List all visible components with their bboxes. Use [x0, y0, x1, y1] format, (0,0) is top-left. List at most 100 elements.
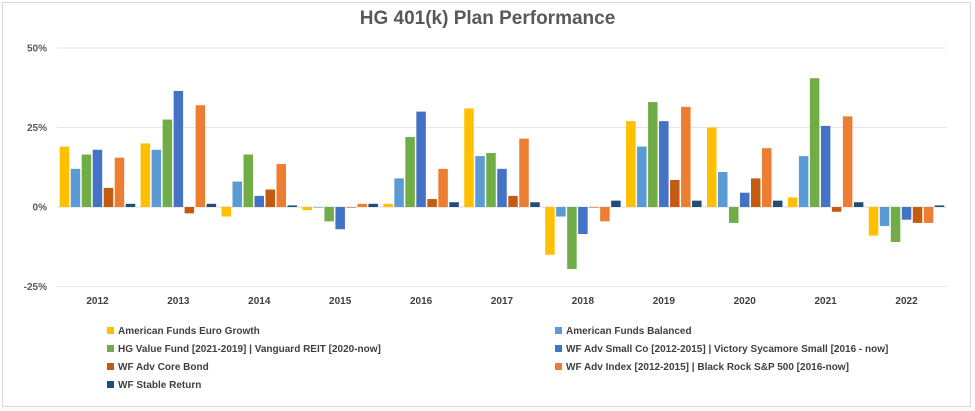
bar: [125, 203, 136, 207]
bar: [578, 207, 588, 235]
bar: [438, 168, 448, 207]
x-tick-label: 2020: [734, 296, 757, 307]
bar: [103, 187, 114, 207]
bar: [670, 179, 680, 207]
bar: [368, 203, 378, 207]
bar: [357, 203, 367, 207]
bar: [383, 203, 393, 207]
bar: [934, 205, 945, 207]
bar: [637, 146, 647, 207]
legend-label: American Funds Balanced: [566, 326, 692, 337]
bar: [890, 207, 901, 242]
bar: [853, 202, 864, 207]
bar: [313, 207, 323, 208]
bar: [335, 207, 345, 230]
bar: [831, 207, 842, 212]
x-tick-label: 2018: [572, 296, 595, 307]
bar: [173, 90, 184, 207]
legend-swatch: [107, 363, 114, 370]
bar: [427, 199, 437, 207]
x-tick-label: 2017: [491, 296, 514, 307]
bar: [901, 207, 912, 220]
bar: [497, 168, 507, 207]
bar: [265, 189, 276, 207]
bar: [519, 138, 529, 207]
legend-label: WF Adv Core Bond: [118, 362, 209, 373]
legend-item: WF Adv Index [2012-2015] | Black Rock S&…: [555, 362, 849, 374]
x-tick-label: 2012: [86, 296, 109, 307]
y-tick-label: 25%: [27, 123, 47, 134]
bar: [114, 157, 125, 207]
bar: [868, 207, 879, 236]
x-tick-label: 2019: [653, 296, 676, 307]
legend-item: WF Adv Core Bond: [107, 362, 209, 374]
bar: [761, 148, 772, 207]
legend-swatch: [107, 327, 114, 334]
bar: [589, 207, 599, 208]
legend-item: WF Adv Small Co [2012-2015] | Victory Sy…: [555, 344, 888, 356]
x-tick-label: 2015: [329, 296, 352, 307]
x-tick-label: 2022: [895, 296, 918, 307]
x-tick-label: 2016: [410, 296, 433, 307]
bar: [59, 146, 70, 207]
bar: [600, 207, 610, 222]
bar: [530, 202, 540, 207]
bar: [346, 207, 356, 208]
legend-swatch: [555, 327, 562, 334]
legend-label: American Funds Euro Growth: [118, 326, 260, 337]
bar: [923, 207, 934, 223]
legend-label: WF Adv Index [2012-2015] | Black Rock S&…: [566, 362, 849, 373]
x-tick-label: 2013: [167, 296, 190, 307]
bar: [394, 178, 404, 207]
bar: [626, 121, 636, 207]
bar: [879, 207, 890, 227]
bar: [545, 207, 555, 255]
bar: [692, 200, 702, 207]
bar: [405, 137, 415, 207]
bar: [739, 192, 750, 207]
bar: [302, 207, 312, 211]
bar: [648, 102, 658, 207]
bar: [195, 105, 206, 207]
legend-swatch: [555, 363, 562, 370]
x-tick-label: 2021: [815, 296, 838, 307]
bar: [184, 207, 195, 214]
bar: [151, 149, 162, 207]
bar: [820, 125, 831, 207]
bar: [464, 108, 474, 207]
bar: [787, 197, 798, 207]
bar: [416, 111, 426, 207]
legend-label: HG Value Fund [2021-2019] | Vanguard REI…: [118, 344, 381, 355]
y-tick-label: 50%: [27, 44, 47, 55]
legend-swatch: [555, 345, 562, 352]
legend-swatch: [107, 345, 114, 352]
bar: [140, 143, 151, 207]
legend-label: WF Stable Return: [118, 380, 202, 391]
bar: [70, 168, 81, 207]
bar: [449, 202, 459, 207]
bar: [162, 119, 173, 207]
bar: [243, 154, 254, 207]
bar: [276, 164, 287, 207]
legend-item: HG Value Fund [2021-2019] | Vanguard REI…: [107, 344, 381, 356]
bar: [798, 156, 809, 207]
bar: [611, 200, 621, 207]
bar: [681, 106, 691, 207]
bar: [772, 200, 783, 207]
bar: [475, 156, 485, 207]
bar: [221, 207, 232, 217]
bar: [750, 178, 761, 207]
bar: [717, 172, 728, 207]
bar: [912, 207, 923, 223]
bar: [254, 195, 265, 207]
bar: [567, 207, 577, 270]
legend-item: American Funds Balanced: [555, 326, 692, 338]
y-tick-label: -25%: [24, 282, 47, 293]
bar: [92, 149, 103, 207]
bar: [206, 203, 217, 207]
bar: [232, 181, 243, 207]
bar: [486, 152, 496, 207]
chart-title: HG 401(k) Plan Performance: [359, 8, 616, 29]
bar: [81, 154, 92, 207]
